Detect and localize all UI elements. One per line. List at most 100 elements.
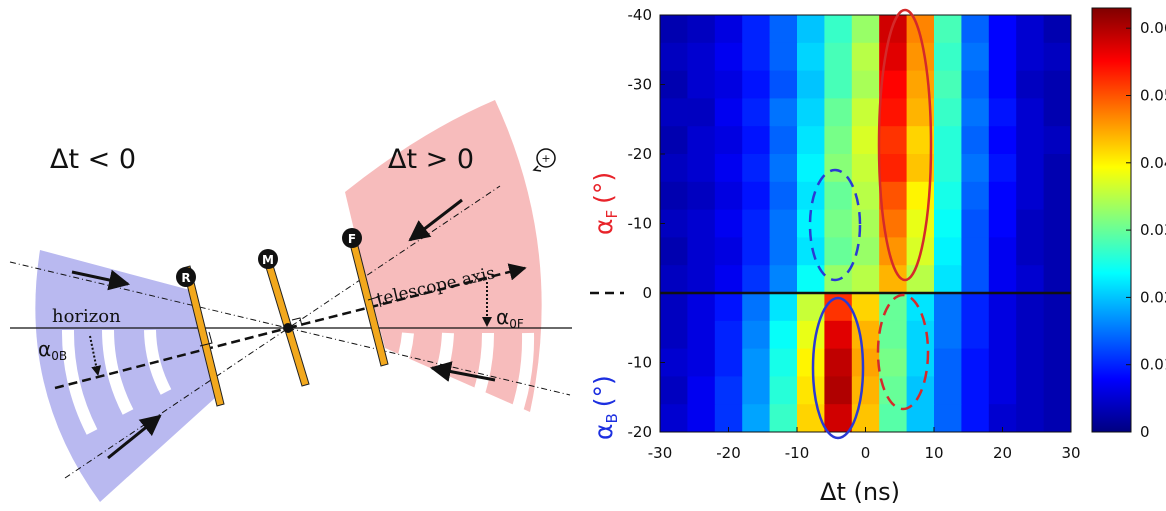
heat-cell [1016, 15, 1045, 44]
heat-cell [797, 237, 825, 266]
heat-cell [797, 181, 825, 211]
heat-cell [714, 70, 743, 99]
heat-cell [879, 126, 908, 155]
subscript: 0B [51, 349, 67, 363]
pivot [283, 323, 293, 333]
y-axis-label-bottom: αB (°) [589, 375, 621, 440]
heat-cell [742, 126, 771, 155]
ellipse [876, 293, 930, 411]
heat-cell [797, 154, 825, 183]
heat-cell [1016, 265, 1045, 294]
heat-cell [961, 237, 990, 266]
heat-cell [1043, 293, 1072, 322]
heat-cell [742, 404, 771, 433]
heat-cell [1016, 181, 1045, 211]
heat-cell [906, 293, 935, 322]
subscript: 0F [509, 317, 524, 331]
heat-cell [714, 42, 743, 72]
subscript: B [603, 413, 621, 423]
heat-cell [1016, 154, 1045, 183]
heat-cell [1016, 404, 1045, 433]
heat-cell [879, 181, 908, 211]
heat-cell [1043, 154, 1072, 183]
heat-cell [660, 265, 688, 294]
heat-cell [742, 320, 771, 350]
heat-cell [1016, 126, 1045, 155]
heat-cell [961, 181, 990, 211]
heat-cell [769, 404, 798, 433]
heat-cell [934, 209, 962, 238]
heat-cell [769, 237, 798, 266]
heat-cell [1043, 404, 1072, 433]
heat-cell [851, 126, 880, 155]
subscript: F [603, 210, 621, 219]
heat-cell [961, 70, 990, 99]
heat-cell [934, 70, 962, 99]
x-tick-label: -20 [716, 444, 741, 462]
heat-cell [687, 70, 716, 99]
heat-cell [934, 404, 962, 433]
heat-cell [851, 348, 880, 377]
heat-cell [742, 181, 771, 211]
heat-cell [1016, 237, 1045, 266]
heat-cell [769, 154, 798, 183]
heat-cell [742, 15, 771, 44]
heat-cell [824, 181, 853, 211]
unit: (°) [589, 375, 618, 407]
heat-cell [988, 348, 1017, 377]
heat-cell [988, 265, 1017, 294]
ray-line [64, 185, 501, 479]
heat-cell [687, 265, 716, 294]
colorbar-tick-label: 0.04 [1140, 154, 1166, 172]
heat-cell [961, 404, 990, 433]
heat-cell [988, 293, 1017, 322]
heat-cell [988, 42, 1017, 72]
heat-cell [988, 376, 1017, 405]
heat-cell [714, 15, 743, 44]
heat-cell [961, 265, 990, 294]
heat-cell [742, 237, 771, 266]
arrow [107, 414, 162, 460]
heat-cell [879, 154, 908, 183]
heat-cell [851, 70, 880, 99]
heat-cell [1043, 320, 1072, 350]
heat-cell [660, 154, 688, 183]
heat-cell [769, 265, 798, 294]
heat-cell [906, 404, 935, 433]
backward-sector [35, 250, 215, 502]
heat-cell [714, 293, 743, 322]
heat-cell [961, 209, 990, 238]
heat-cell [742, 376, 771, 405]
heat-cell [934, 265, 962, 294]
heat-cell [687, 42, 716, 72]
heat-cell [934, 376, 962, 405]
rotation-arrow [532, 165, 542, 172]
heat-cell [961, 293, 990, 322]
heat-cell [824, 237, 853, 266]
y-tick-label: 0 [642, 284, 652, 302]
mirror-label: R [181, 271, 190, 285]
left-label: Δt < 0 [50, 144, 136, 175]
heat-cell [769, 15, 798, 44]
heat-cell [1043, 98, 1072, 127]
heat-cell [660, 320, 688, 350]
colorbar [1091, 7, 1132, 433]
colorbar-tick-label: 0.05 [1140, 86, 1166, 104]
heat-cell [934, 348, 962, 377]
ellipse [808, 168, 862, 282]
colorbar-tick-label: 0.02 [1140, 288, 1166, 306]
heat-cell [714, 376, 743, 405]
colorbar-tick-label: 0 [1140, 423, 1150, 441]
heat-cell [934, 154, 962, 183]
heat-cell [687, 404, 716, 433]
heat-cell [1043, 15, 1072, 44]
heat-cell [934, 98, 962, 127]
symbol: α [589, 424, 618, 440]
heat-cell [660, 15, 688, 44]
heat-cell [660, 126, 688, 155]
heat-cell [851, 42, 880, 72]
heat-cell [988, 98, 1017, 127]
heat-cell [769, 181, 798, 211]
heat-cell [824, 126, 853, 155]
heat-cell [660, 376, 688, 405]
